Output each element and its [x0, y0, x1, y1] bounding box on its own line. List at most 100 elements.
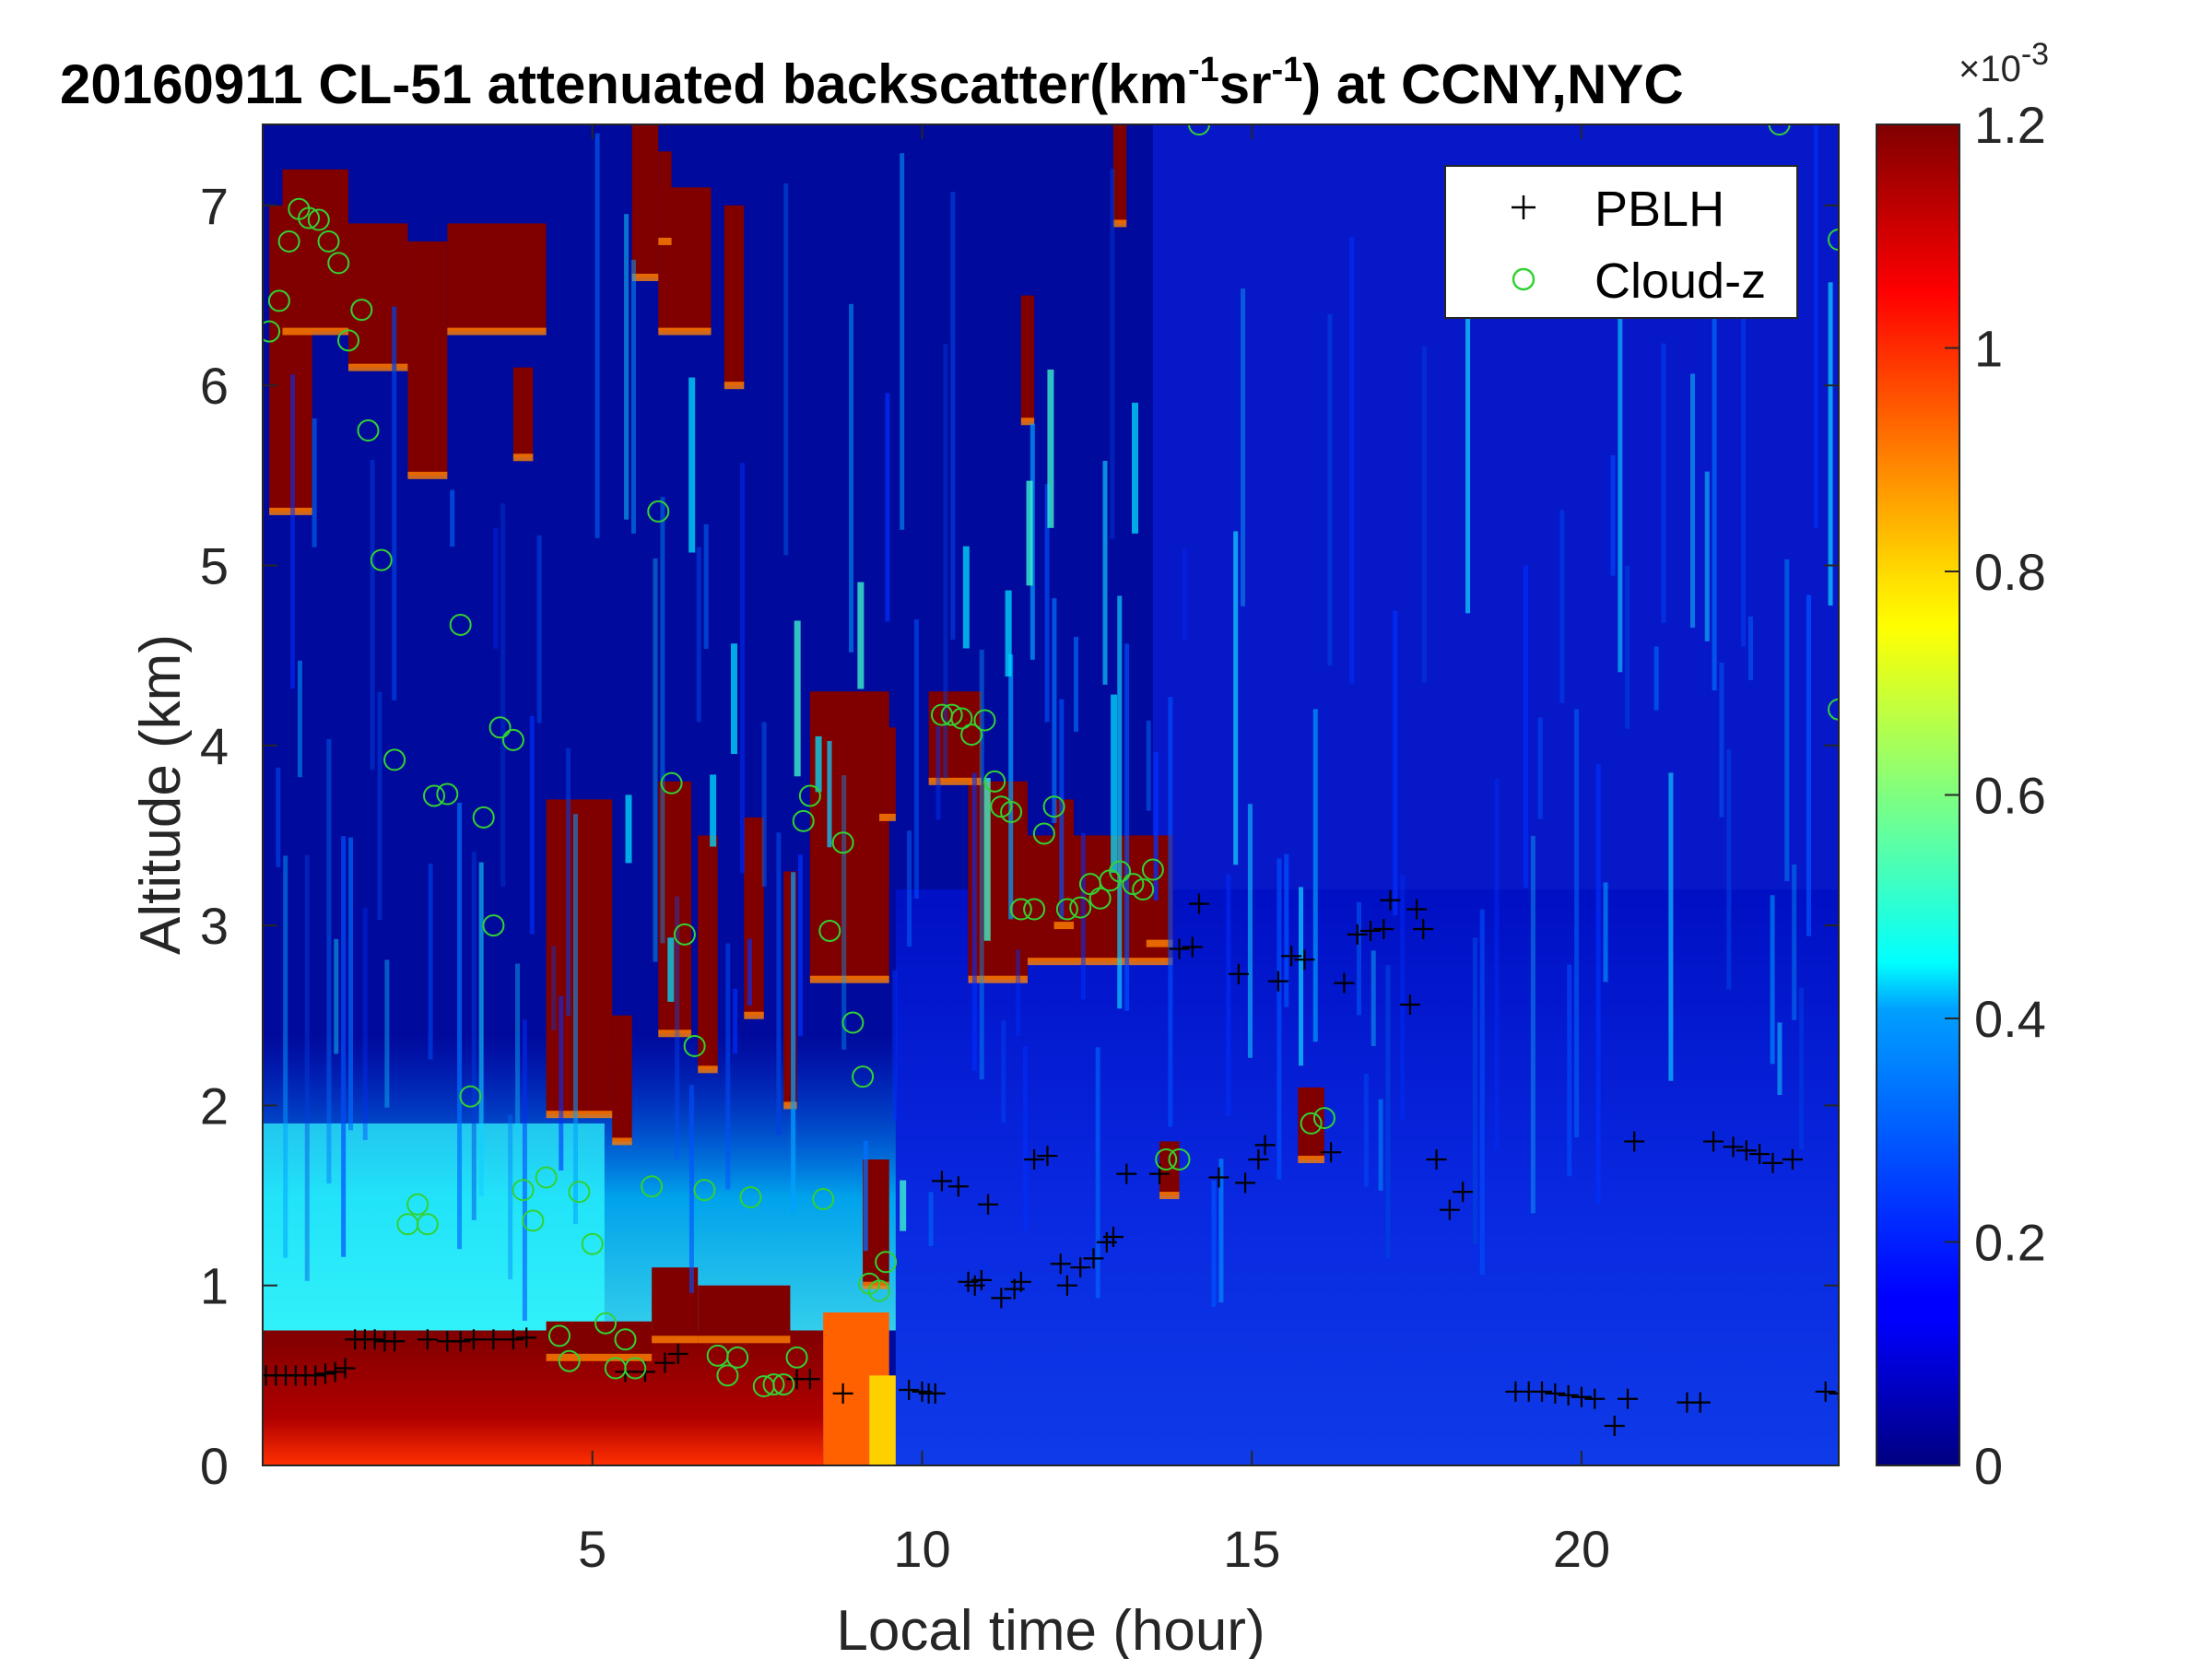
backscatter-streak — [566, 747, 571, 1017]
pblh-marker — [1188, 893, 1209, 914]
cloud-z-marker — [327, 252, 350, 275]
backscatter-streak — [1472, 937, 1477, 1244]
cloud-z-marker — [739, 1186, 762, 1208]
colorbar-tick-label: 1.2 — [1974, 96, 2046, 154]
backscatter-streak — [1770, 895, 1775, 1065]
pblh-marker — [1782, 1148, 1803, 1170]
colorbar-tick-label: 0 — [1974, 1437, 2003, 1495]
cloud-z-marker — [1088, 887, 1112, 910]
backscatter-streak — [493, 527, 499, 649]
cloud-block — [658, 781, 692, 1034]
x-tick-label: 15 — [1223, 1520, 1280, 1578]
cloud-z-marker — [726, 1346, 749, 1369]
backscatter-streak — [1799, 987, 1805, 1149]
legend-box — [1444, 165, 1798, 319]
backscatter-streak — [1241, 288, 1246, 606]
backscatter-streak — [1813, 124, 1818, 529]
cloud-edge — [1112, 219, 1127, 228]
cloud-z-marker — [267, 289, 290, 312]
backscatter-streak — [1559, 510, 1565, 703]
title-main: 20160911 CL-51 attenuated backscatter(km — [60, 53, 1188, 115]
pblh-marker — [1169, 938, 1190, 959]
colorbar-exponent: ×10-3 — [1959, 37, 2049, 89]
cloud-edge — [1146, 939, 1173, 947]
backscatter-streak — [1044, 484, 1050, 723]
backscatter-streak — [1618, 315, 1623, 673]
backscatter-streak — [1233, 531, 1239, 865]
cloud-z-marker — [1187, 124, 1210, 135]
backscatter-streak — [688, 1085, 694, 1293]
cloud-z-marker — [406, 1193, 429, 1216]
backscatter-streak — [1595, 764, 1601, 1204]
pblh-marker — [1571, 1386, 1592, 1407]
backscatter-streak — [1625, 565, 1630, 729]
pblh-marker — [1453, 1182, 1474, 1203]
cloud-z-marker — [436, 782, 459, 806]
y-tick-label: 6 — [200, 357, 229, 415]
pblh-marker — [1347, 924, 1368, 945]
pblh-marker — [1056, 1275, 1077, 1296]
cloud-edge — [744, 1011, 764, 1019]
pblh-marker — [1406, 899, 1428, 920]
backscatter-streak — [1537, 717, 1543, 819]
backscatter-streak — [863, 1140, 868, 1252]
cloud-z-marker — [812, 1187, 835, 1210]
cloud-z-marker — [383, 748, 406, 771]
y-tick-label: 2 — [200, 1077, 229, 1135]
backscatter-streak — [348, 837, 354, 1131]
backscatter-streak — [1726, 748, 1732, 990]
backscatter-streak — [1277, 858, 1282, 1180]
backscatter-streak — [1690, 373, 1696, 629]
backscatter-streak — [675, 896, 680, 1159]
cloud-z-marker — [547, 1324, 571, 1347]
backscatter-streak — [1494, 778, 1500, 1150]
cloud-z-marker — [647, 500, 670, 523]
cloud-z-marker — [535, 1166, 558, 1189]
cloud-z-marker — [624, 1357, 647, 1380]
colorbar-tick-label: 0.2 — [1974, 1214, 2046, 1272]
backscatter-streak — [1356, 901, 1361, 1016]
cloud-edge — [1053, 922, 1075, 930]
backscatter-streak — [377, 691, 382, 921]
pblh-marker — [1735, 1140, 1757, 1161]
backscatter-streak — [630, 259, 636, 534]
backscatter-streak — [747, 938, 752, 1006]
cloud-z-marker — [875, 1251, 898, 1274]
residual-layer — [263, 1330, 824, 1465]
cloud-edge — [658, 327, 712, 335]
backscatter-streak — [950, 192, 956, 641]
backscatter-streak — [841, 775, 847, 1050]
backscatter-streak — [725, 943, 731, 1190]
backscatter-streak — [928, 1192, 934, 1246]
pblh-marker — [1294, 949, 1315, 971]
backscatter-streak — [1465, 272, 1471, 614]
backscatter-streak — [943, 344, 948, 779]
plot-frame — [262, 124, 1840, 1466]
legend: PBLH Cloud-z — [1444, 165, 1798, 319]
backscatter-streak — [1349, 237, 1355, 684]
cloud-block — [698, 835, 718, 1070]
cloud-block — [512, 367, 534, 458]
backscatter-streak — [1168, 697, 1173, 1127]
cloud-block — [698, 1285, 791, 1340]
legend-label-pblh: PBLH — [1594, 182, 1724, 237]
cloud-edge — [1298, 1155, 1324, 1163]
pblh-marker — [924, 1382, 946, 1404]
backscatter-streak — [1421, 346, 1427, 683]
pblh-marker — [1532, 1381, 1553, 1402]
title-sup-2: -1 — [1271, 51, 1302, 89]
backscatter-streak — [1211, 1180, 1217, 1307]
cloud-block — [968, 781, 1028, 980]
backscatter-streak — [370, 459, 375, 771]
backscatter-streak — [1124, 643, 1130, 1011]
backscatter-streak — [1828, 282, 1833, 606]
backscatter-streak — [913, 618, 919, 900]
pblh-marker — [1248, 1148, 1269, 1170]
backscatter-streak — [1001, 1020, 1006, 1124]
backscatter-streak — [500, 503, 506, 887]
backscatter-streak — [515, 963, 521, 1135]
cloud-edge — [1027, 958, 1173, 966]
pblh-marker — [1070, 1257, 1091, 1278]
cloud-z-marker — [1009, 898, 1032, 921]
backscatter-streak — [326, 738, 332, 1184]
